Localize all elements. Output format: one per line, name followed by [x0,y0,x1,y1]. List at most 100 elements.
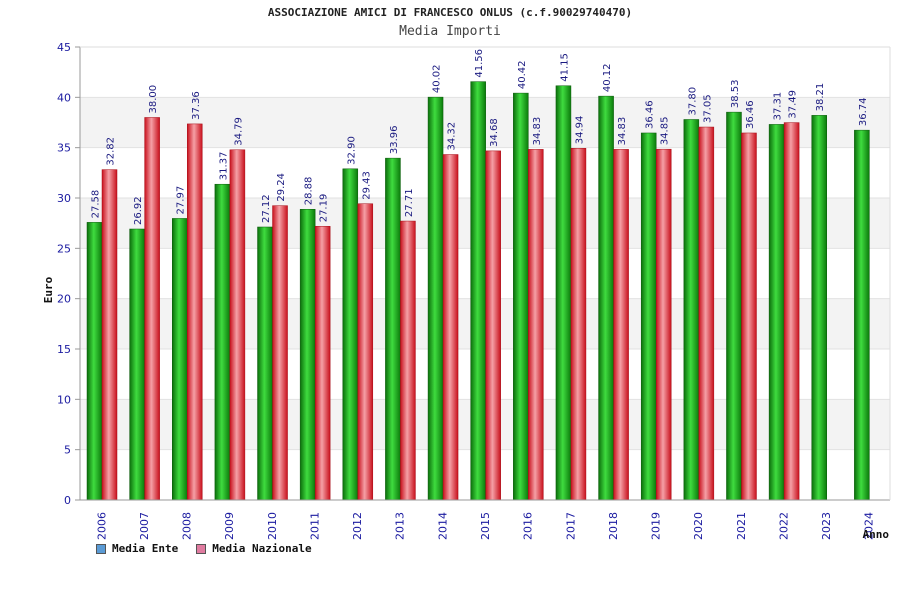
data-label: 41.15 [559,53,570,82]
chart-title: ASSOCIAZIONE AMICI DI FRANCESCO ONLUS (c… [267,6,633,19]
bar-media-ente-2014 [427,96,444,501]
x-tick-label: 2023 [820,512,833,540]
bar-media-ente-2010 [257,226,273,501]
legend-swatch-media-ente [96,543,106,554]
data-label: 34.94 [574,116,585,145]
y-tick-label: 45 [57,41,71,54]
bar-media-nazionale-2012 [357,203,374,501]
data-label: 27.19 [319,194,330,223]
data-label: 36.74 [858,98,869,127]
x-tick-label: 2010 [266,512,279,540]
y-tick-label: 5 [64,444,71,457]
data-label: 41.56 [474,49,485,78]
y-tick-label: 10 [57,393,71,406]
bar-media-nazionale-2020 [698,126,715,501]
bar-media-ente-2023 [811,115,827,501]
bar-media-ente-2017 [555,85,572,501]
y-tick-label: 40 [57,91,71,104]
bar-media-nazionale-2007 [144,117,160,501]
bar-media-ente-2020 [683,119,700,501]
bar-media-nazionale-2019 [655,148,672,501]
data-label: 34.79 [233,117,244,146]
bar-media-ente-2018 [598,95,614,501]
x-tick-label: 2008 [181,512,194,540]
x-tick-label: 2009 [223,512,236,540]
bar-media-nazionale-2009 [229,149,246,501]
x-tick-label: 2021 [735,512,748,540]
bar-media-nazionale-2018 [613,149,629,501]
data-label: 37.49 [788,90,799,119]
data-label: 32.90 [346,136,357,165]
y-tick-label: 30 [57,192,71,205]
data-label: 36.46 [745,100,756,129]
data-label: 40.02 [432,64,443,93]
data-label: 34.83 [617,117,628,146]
data-label: 27.58 [91,190,102,219]
data-label: 27.97 [176,186,187,215]
bar-media-nazionale-2015 [485,150,501,501]
data-label: 27.71 [404,188,415,217]
bar-media-ente-2024 [854,129,870,501]
data-label: 38.53 [730,79,741,108]
y-tick-label: 25 [57,242,71,255]
data-label: 37.31 [773,92,784,121]
data-label: 27.12 [261,194,272,223]
bar-media-nazionale-2016 [528,149,544,501]
bar-media-nazionale-2010 [272,205,288,501]
legend-swatch-media-nazionale [196,543,207,554]
bar-media-ente-2008 [172,218,188,501]
data-label: 37.05 [702,94,713,123]
x-tick-label: 2017 [564,512,577,540]
legend-item-media-ente: Media Ente [96,542,178,555]
x-tick-label: 2022 [777,512,790,540]
data-label: 37.80 [687,87,698,116]
x-tick-label: 2020 [692,512,705,540]
legend: Media Ente Media Nazionale [96,542,312,555]
data-label: 40.12 [602,63,613,92]
legend-label-media-ente: Media Ente [112,542,179,555]
bar-media-nazionale-2022 [783,122,800,501]
bar-media-ente-2007 [129,228,145,501]
bar-media-ente-2012 [342,168,359,501]
x-tick-label: 2019 [650,512,663,540]
data-label: 34.85 [660,117,671,146]
bar-media-nazionale-2006 [101,169,118,501]
data-label: 29.24 [276,173,287,202]
data-label: 28.88 [304,177,315,206]
bar-media-ente-2019 [640,132,657,501]
bar-media-nazionale-2011 [314,226,331,501]
data-label: 34.32 [447,122,458,151]
bar-media-nazionale-2013 [400,220,416,501]
bar-media-ente-2009 [214,183,231,501]
x-tick-label: 2011 [308,512,321,540]
bar-media-ente-2006 [86,222,103,501]
bar-media-nazionale-2021 [741,132,757,501]
x-tick-label: 2012 [351,512,364,540]
bar-media-ente-2013 [385,157,401,501]
x-tick-label: 2006 [95,512,108,540]
bar-media-nazionale-2014 [442,154,459,501]
data-label: 37.36 [191,91,202,120]
x-tick-label: 2013 [394,512,407,540]
data-label: 38.21 [815,83,826,112]
chart-subtitle: Media Importi [399,24,501,39]
x-tick-label: 2014 [436,512,449,540]
data-label: 34.83 [532,117,543,146]
bar-media-ente-2022 [768,124,785,501]
legend-item-media-nazionale: Media Nazionale [196,542,312,555]
data-label: 36.46 [645,100,656,129]
x-axis-label: Anno [863,528,890,541]
y-tick-label: 15 [57,343,71,356]
bar-media-ente-2016 [513,92,529,501]
data-label: 29.43 [361,171,372,200]
data-label: 31.37 [218,152,229,181]
data-label: 33.96 [389,125,400,154]
y-tick-label: 20 [57,293,71,306]
x-tick-label: 2016 [522,512,535,540]
data-label: 32.82 [106,137,117,166]
data-label: 34.68 [489,118,500,147]
data-label: 26.92 [133,196,144,225]
legend-label-media-nazionale: Media Nazionale [212,542,312,555]
